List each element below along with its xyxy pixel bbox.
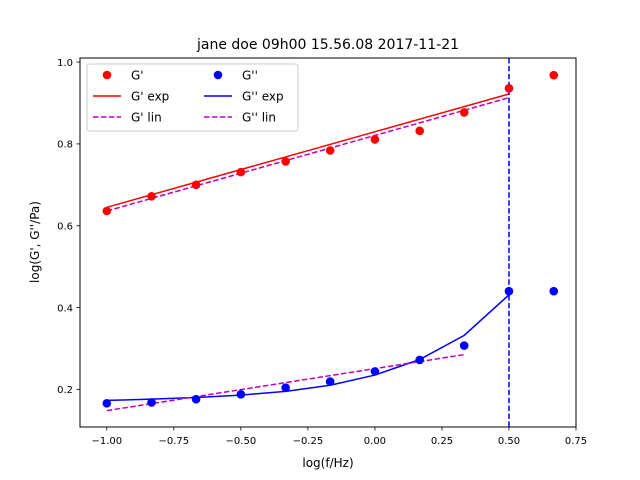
data-point-g-double-prime (504, 286, 514, 296)
y-tick-label: 0.6 (57, 222, 73, 233)
y-tick-label: 0.4 (57, 303, 73, 314)
x-tick-label: 0.00 (364, 436, 386, 447)
data-point-g-prime (236, 167, 246, 177)
legend-marker-g-double-prime (213, 70, 223, 80)
data-point-g-prime (459, 108, 469, 117)
x-axis: −1.00 −0.75 −0.50 −0.25 0.00 0.25 0.50 0.75 (91, 427, 587, 447)
legend-marker-g-prime (102, 70, 112, 80)
data-point-g-double-prime (281, 383, 290, 393)
x-tick-label: 0.75 (565, 436, 587, 447)
data-point-g-double-prime (102, 398, 112, 408)
data-point-g-prime (281, 157, 290, 166)
data-point-g-double-prime (236, 389, 246, 399)
legend-box (86, 63, 299, 132)
legend-label: G'' exp (242, 90, 284, 104)
data-point-g-prime (504, 83, 514, 93)
series-line-g-double-prime-lin (106, 353, 465, 412)
y-axis: 0.2 0.4 0.6 0.8 1.0 (57, 58, 80, 396)
data-point-g-prime (147, 191, 156, 201)
legend-label: G'' lin (242, 111, 276, 125)
data-point-g-prime (102, 206, 112, 216)
x-tick-label: 0.25 (431, 436, 453, 447)
legend-label: G' exp (131, 90, 169, 104)
x-tick-label: −1.00 (91, 436, 122, 447)
series-line-g-prime-exp (106, 93, 510, 209)
x-tick-label: 0.50 (498, 436, 520, 447)
data-point-g-prime (191, 180, 201, 190)
legend-label: G'' (242, 69, 258, 83)
y-tick-label: 1.0 (57, 58, 73, 69)
x-tick-label: −0.50 (226, 436, 257, 447)
data-point-g-prime (415, 126, 424, 136)
legend-label: G' lin (131, 111, 162, 125)
y-tick-label: 0.2 (57, 385, 73, 396)
series-line-g-prime-lin (106, 96, 510, 212)
data-point-g-prime (549, 70, 559, 80)
plot-area (102, 58, 559, 427)
legend-label: G' (131, 69, 144, 83)
x-tick-label: −0.25 (293, 436, 324, 447)
x-tick-label: −0.75 (159, 436, 190, 447)
data-point-g-double-prime (459, 341, 469, 350)
y-tick-label: 0.8 (57, 140, 73, 151)
data-point-g-prime (370, 135, 380, 144)
y-axis-label: log(G', G''/Pa) (28, 201, 42, 283)
legend: G' G'' G' exp G'' exp G' lin G'' lin (86, 63, 299, 132)
x-axis-label: log(f/Hz) (302, 456, 353, 470)
data-point-g-double-prime (325, 377, 335, 386)
axes-frame (79, 57, 577, 428)
data-point-g-double-prime (370, 367, 380, 376)
series-line-g-double-prime-exp (106, 294, 510, 402)
data-point-g-double-prime (415, 355, 424, 365)
data-point-g-double-prime (549, 286, 559, 296)
chart-title: jane doe 09h00 15.56.08 2017-11-21 (196, 37, 459, 53)
data-point-g-double-prime (147, 398, 156, 407)
data-point-g-double-prime (191, 394, 201, 404)
data-point-g-prime (325, 146, 335, 155)
